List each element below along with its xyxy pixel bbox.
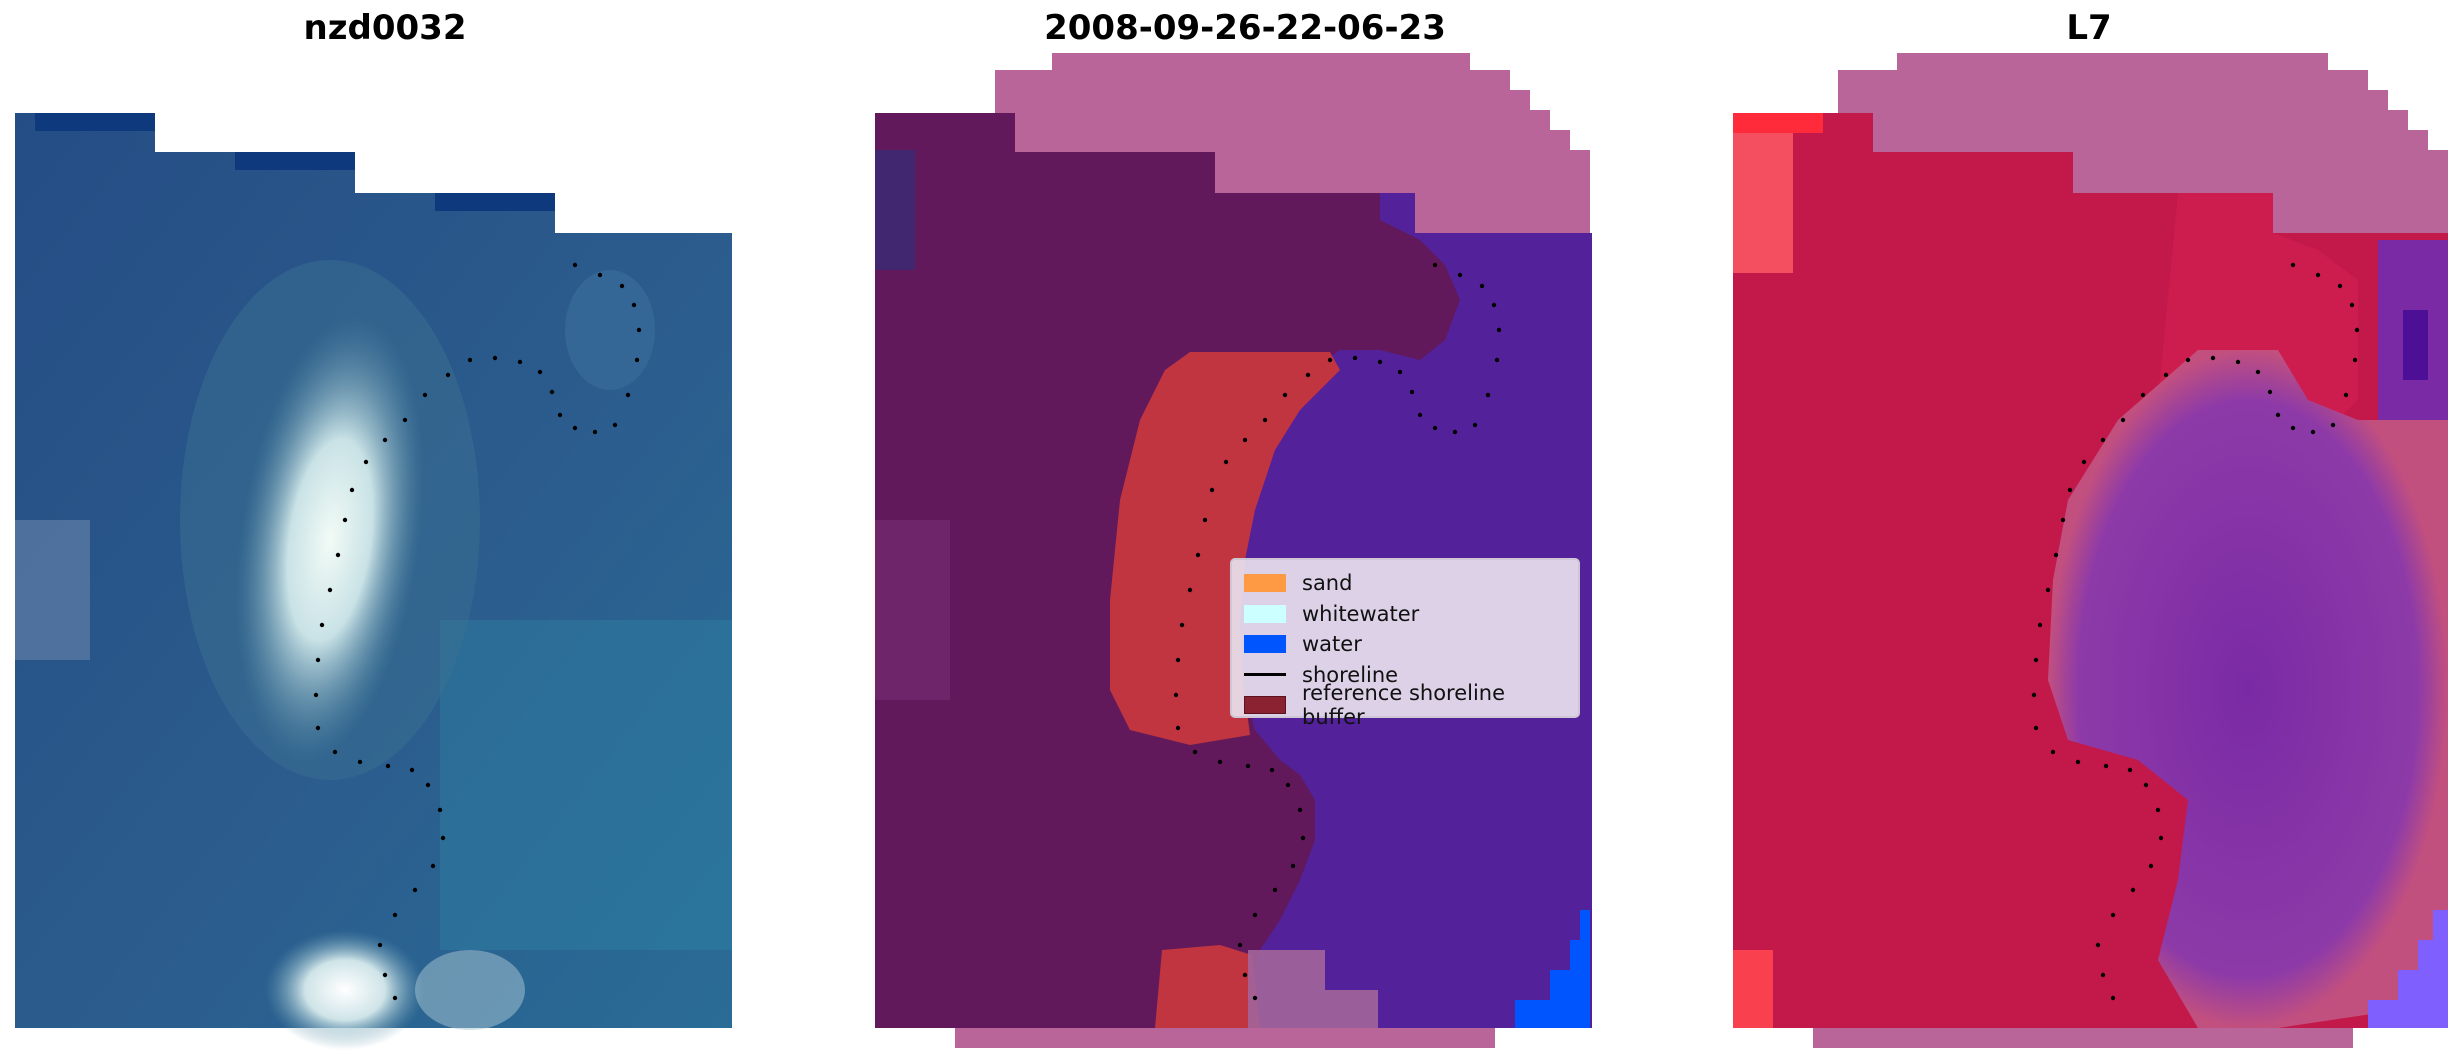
legend: sand whitewater water shoreline referenc… [1230,558,1580,729]
legend-label-sand: sand [1302,571,1353,596]
panel-rgb: nzd0032 [0,0,770,1061]
legend-line-shoreline [1244,673,1286,677]
legend-label-whitewater: whitewater [1302,601,1420,626]
legend-item-water: water [1244,629,1566,660]
panel-title-l7: L7 [2066,8,2112,48]
legend-item-whitewater: whitewater [1244,599,1566,630]
l7-raster [1733,53,2448,1048]
legend-label-shoreline: shoreline [1302,662,1399,687]
l7-shoreline [2031,262,2360,1001]
panel-title-date: 2008-09-26-22-06-23 [1044,8,1446,48]
legend-item-shoreline: shoreline [1244,660,1566,691]
panel-classification: 2008-09-26-22-06-23 [860,0,1630,1061]
legend-item-buffer: reference shoreline buffer [1244,681,1566,729]
legend-swatch-water [1244,635,1286,654]
legend-item-sand: sand [1244,568,1566,599]
classification-image [875,53,1592,1048]
legend-label-buffer: reference shoreline buffer [1302,681,1506,730]
legend-swatch-whitewater [1244,604,1286,623]
legend-swatch-buffer [1244,696,1286,715]
legend-swatch-sand [1244,574,1286,593]
rgb-raster [15,113,732,1050]
rgb-shoreline [313,262,642,1001]
l7-image [1733,53,2448,1048]
rgb-image [15,113,732,1050]
classification-raster [875,53,1592,1048]
classification-shoreline [1173,262,1502,1001]
panel-l7: L7 [1718,0,2460,1061]
legend-label-water: water [1302,632,1362,657]
panel-title-rgb: nzd0032 [303,8,467,48]
